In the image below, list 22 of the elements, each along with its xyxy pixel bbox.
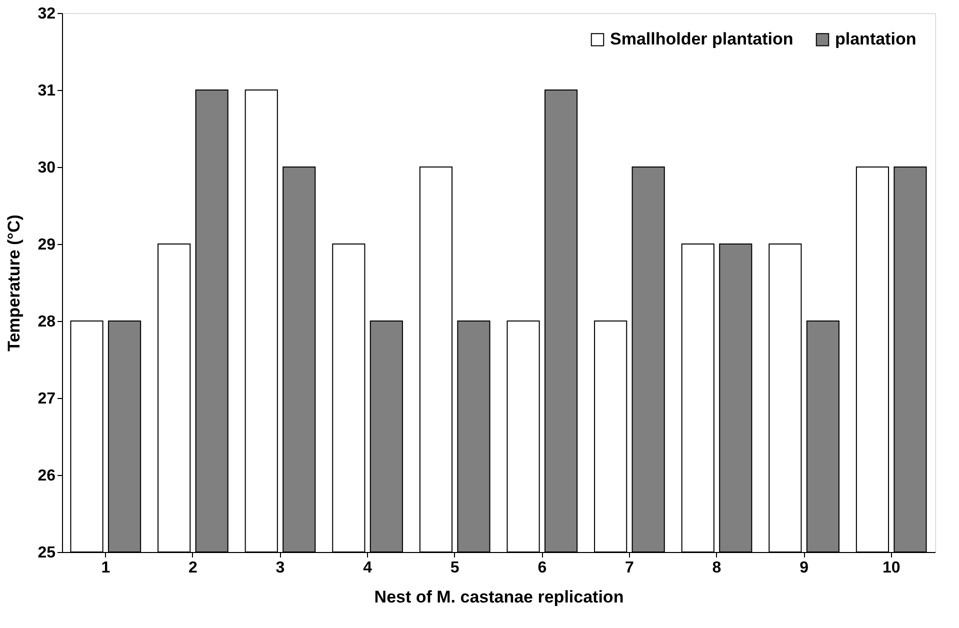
y-tick-label: 25 xyxy=(38,544,56,562)
x-tick-label: 7 xyxy=(624,560,634,576)
x-tick-label: 6 xyxy=(538,560,547,576)
y-tick-label: 32 xyxy=(38,6,56,22)
x-axis-title: Nest of M. castanae replication xyxy=(374,588,624,606)
x-tick-label: 4 xyxy=(363,560,372,576)
y-tick-label: 27 xyxy=(38,390,56,408)
legend-label: Smallholder plantation xyxy=(610,30,794,49)
x-tick-label: 2 xyxy=(188,560,198,576)
y-tick-label: 29 xyxy=(38,236,56,254)
legend-label: plantation xyxy=(835,30,916,49)
y-tick-label: 26 xyxy=(38,468,56,484)
x-tick-label: 5 xyxy=(450,560,460,576)
y-tick-label: 31 xyxy=(38,82,56,100)
y-tick-label: 30 xyxy=(38,160,56,176)
y-axis-title: Temperature (°C) xyxy=(4,214,24,352)
x-tick-label: 8 xyxy=(712,560,722,576)
y-tick-label: 28 xyxy=(38,314,56,330)
x-tick-label: 3 xyxy=(276,560,285,576)
x-tick-label: 9 xyxy=(800,560,809,576)
x-tick-label: 10 xyxy=(882,560,900,576)
x-tick-label: 1 xyxy=(101,560,110,576)
